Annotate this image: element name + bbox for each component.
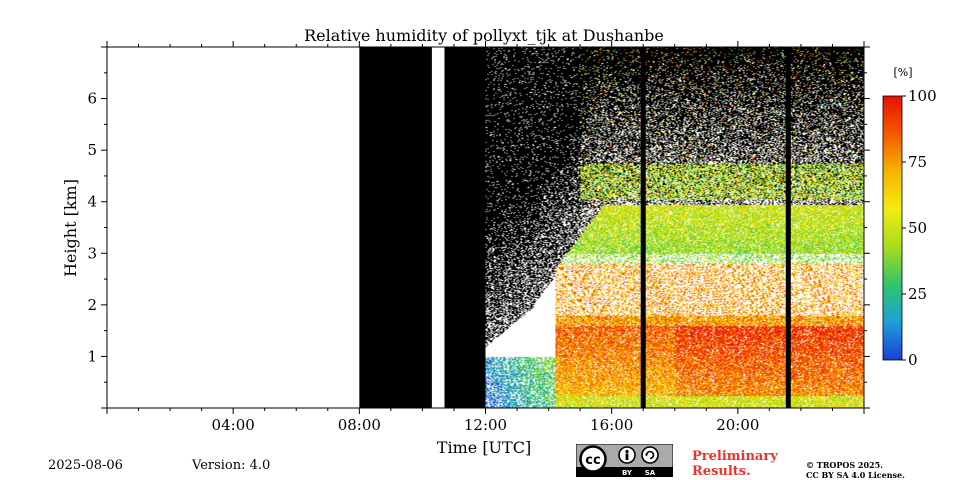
copyright-line-2: CC BY SA 4.0 License. — [806, 470, 905, 480]
colorbar-unit: [%] — [893, 66, 912, 79]
black-profile-line-1 — [785, 47, 791, 408]
colorbar-tick-label: 100 — [908, 87, 937, 105]
no-signal-period-0 — [359, 47, 432, 408]
colorbar: [%] 0 25 50 75 100 — [882, 66, 937, 369]
cc-mark: cc — [585, 453, 600, 468]
black-profile-line-0 — [640, 47, 646, 408]
sa-label: SA — [645, 469, 656, 477]
copyright-notice: © TROPOS 2025. CC BY SA 4.0 License. — [806, 460, 905, 480]
y-axis-label: Height [km] — [61, 179, 80, 277]
preliminary-line-1: Preliminary — [692, 449, 778, 464]
colorbar-tick-label: 50 — [908, 219, 927, 237]
copyright-line-1: © TROPOS 2025. — [806, 460, 883, 470]
y-tick-label: 6 — [87, 90, 97, 108]
heatmap-layer — [359, 47, 865, 408]
y-tick-label: 1 — [87, 347, 97, 365]
y-axis: 1 2 3 4 5 6 — [87, 46, 870, 409]
colorbar-tick-label: 75 — [908, 153, 927, 171]
preliminary-line-2: Results. — [692, 464, 751, 479]
no-signal-period-1 — [444, 47, 486, 408]
x-tick-label: 08:00 — [338, 416, 381, 434]
footer-date: 2025-08-06 — [48, 458, 123, 473]
plot-area — [106, 46, 865, 409]
x-axis: 04:00 08:00 12:00 16:00 20:00 — [106, 41, 865, 434]
share-alike-icon — [641, 446, 659, 464]
creative-commons-icon — [579, 445, 607, 473]
colorbar-tick-label: 25 — [908, 285, 927, 303]
y-tick-label: 4 — [87, 193, 97, 211]
preliminary-results: Preliminary Results. — [692, 449, 778, 479]
x-tick-label: 20:00 — [716, 416, 759, 434]
x-tick-label: 04:00 — [212, 416, 255, 434]
footer-version: Version: 4.0 — [192, 458, 271, 473]
colorbar-gradient — [882, 95, 903, 361]
colorbar-tick-label: 0 — [908, 351, 918, 369]
chart-title: Relative humidity of pollyxt_tjk at Dush… — [304, 26, 664, 45]
by-label: BY — [622, 469, 633, 477]
rh-measurement-raster — [485, 47, 865, 408]
x-tick-label: 12:00 — [464, 416, 507, 434]
colorbar-ticks: 0 25 50 75 100 — [902, 87, 937, 369]
x-axis-label: Time [UTC] — [437, 438, 531, 457]
y-tick-label: 5 — [87, 141, 97, 159]
y-tick-label: 2 — [87, 296, 97, 314]
y-tick-label: 3 — [87, 244, 97, 262]
x-tick-label: 16:00 — [590, 416, 633, 434]
cc-by-sa-license-badge[interactable]: cc BY SA — [576, 444, 673, 477]
